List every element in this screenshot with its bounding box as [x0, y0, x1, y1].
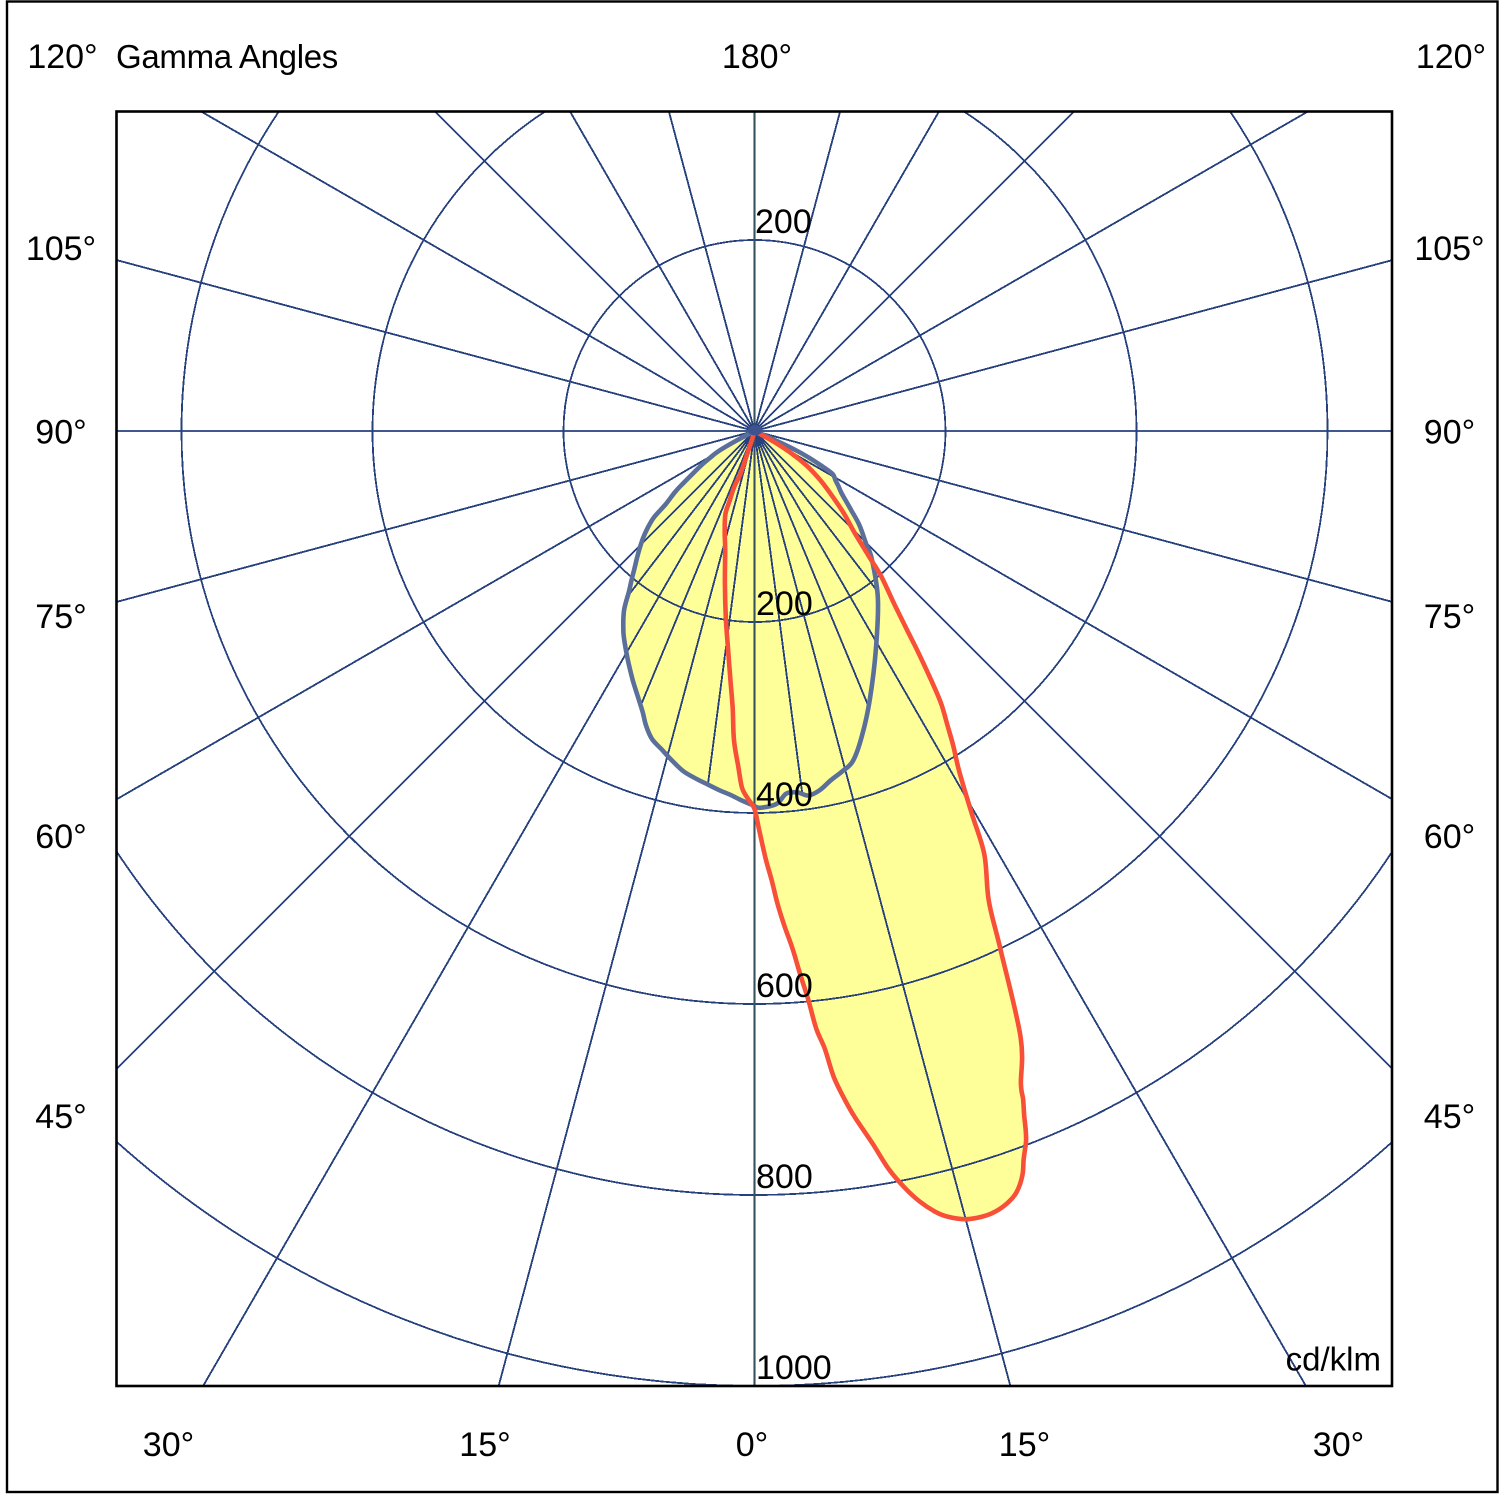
svg-text:75°: 75° — [35, 598, 86, 636]
svg-text:15°: 15° — [999, 1426, 1050, 1464]
svg-text:90°: 90° — [35, 414, 86, 452]
svg-text:75°: 75° — [1424, 598, 1475, 636]
svg-text:120°: 120° — [27, 38, 97, 76]
svg-text:120°: 120° — [1416, 38, 1486, 76]
svg-text:600: 600 — [756, 967, 813, 1005]
svg-text:15°: 15° — [459, 1426, 510, 1464]
svg-text:Gamma Angles: Gamma Angles — [116, 38, 338, 75]
svg-text:200: 200 — [756, 585, 813, 623]
svg-text:200: 200 — [755, 203, 812, 241]
svg-text:0°: 0° — [736, 1426, 769, 1464]
svg-text:cd/klm: cd/klm — [1286, 1341, 1381, 1378]
svg-text:60°: 60° — [35, 818, 86, 856]
svg-text:60°: 60° — [1424, 818, 1475, 856]
svg-text:180°: 180° — [722, 38, 792, 76]
svg-text:45°: 45° — [1424, 1098, 1475, 1136]
svg-text:105°: 105° — [26, 230, 96, 268]
svg-text:45°: 45° — [35, 1098, 86, 1136]
svg-text:400: 400 — [756, 776, 813, 814]
svg-text:90°: 90° — [1424, 414, 1475, 452]
svg-text:800: 800 — [756, 1158, 813, 1196]
svg-text:105°: 105° — [1414, 230, 1484, 268]
svg-text:30°: 30° — [1313, 1426, 1364, 1464]
svg-text:1000: 1000 — [756, 1349, 832, 1387]
svg-text:30°: 30° — [143, 1426, 194, 1464]
